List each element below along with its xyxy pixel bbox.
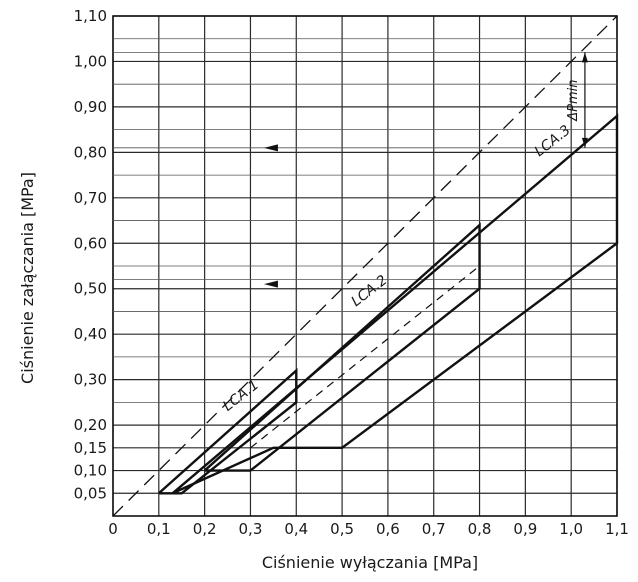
x-tick-label: 0,8 — [468, 520, 492, 538]
y-tick-label: 0,10 — [74, 462, 107, 480]
y-tick-label: 0,60 — [74, 234, 107, 252]
arrow-marker — [263, 144, 278, 152]
y-tick-label: 1,10 — [74, 7, 107, 25]
x-tick-label: 0,3 — [239, 520, 263, 538]
x-axis-title: Ciśnienie wyłączania [MPa] — [262, 553, 478, 572]
delta-p-label: ΔPmin — [566, 79, 581, 121]
x-tick-label: 0,4 — [284, 520, 308, 538]
annotations: ΔPmin — [263, 52, 588, 288]
y-tick-label: 0,80 — [74, 143, 107, 161]
x-tick-label: 1,0 — [559, 520, 583, 538]
diagonal-line — [112, 15, 618, 517]
x-tick-label: 1,1 — [605, 520, 629, 538]
y-tick-label: 0,30 — [74, 371, 107, 389]
x-tick-label: 0,1 — [147, 520, 171, 538]
arrow-marker — [263, 280, 278, 288]
y-tick-label: 0,20 — [74, 416, 107, 434]
x-tick-label: 0,2 — [193, 520, 217, 538]
y-tick-label: 0,15 — [74, 439, 107, 457]
series-dashed-lca1 — [181, 401, 297, 494]
x-tick-label: 0,9 — [513, 520, 537, 538]
y-tick-label: 0,90 — [74, 98, 107, 116]
y-tick-label: 0,40 — [74, 325, 107, 343]
x-tick-label: 0,6 — [376, 520, 400, 538]
series-outline-lca2 — [203, 222, 481, 472]
y-tick-label: 0,70 — [74, 189, 107, 207]
diagonal-dashed-line — [112, 15, 618, 517]
y-tick-label: 1,00 — [74, 52, 107, 70]
y-tick-label: 0,50 — [74, 280, 107, 298]
x-tick-label: 0 — [108, 520, 118, 538]
x-tick-label: 0,5 — [330, 520, 354, 538]
series-outline-lca3 — [171, 113, 619, 495]
series-dashed-lca2 — [250, 265, 480, 449]
tick-labels: 0 0,1 0,2 0,3 0,4 0,5 0,6 0,7 0,8 0,9 1,0 1,1 0,05 0,… — [74, 7, 629, 538]
y-tick-label: 0,05 — [74, 484, 107, 502]
y-axis-title: Ciśnienie załączania [MPa] — [18, 172, 37, 384]
delta-p-arrow-bottom — [581, 137, 588, 148]
x-tick-label: 0,7 — [422, 520, 446, 538]
delta-p-arrow-top — [581, 52, 588, 63]
reference-lines — [113, 38, 617, 403]
